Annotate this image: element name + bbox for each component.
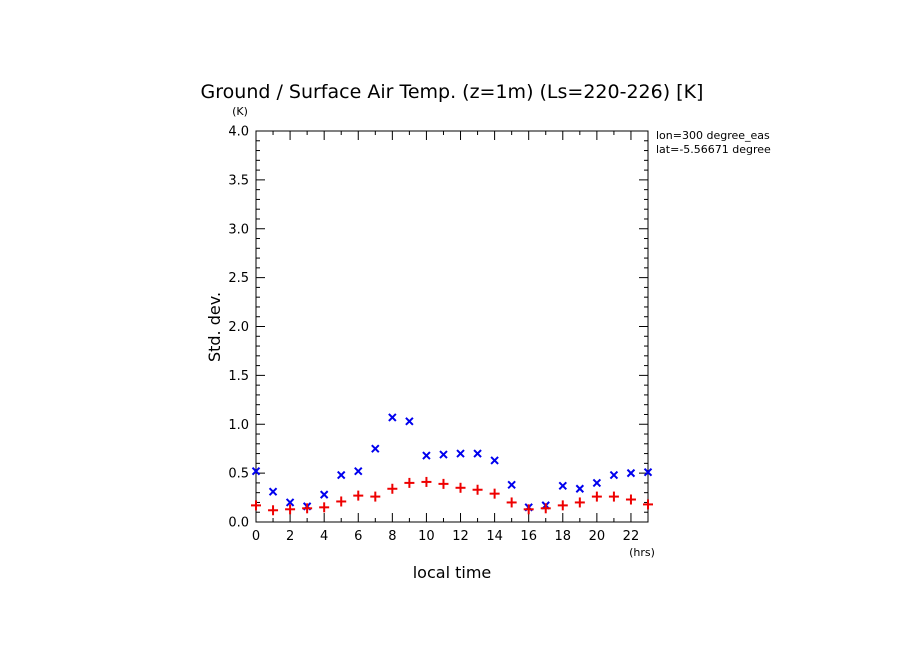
y-tick-label: 2.0 [228,320,249,335]
x-tick-label: 20 [589,529,606,544]
data-point-series-0 [439,450,448,459]
x-tick-label: 6 [354,529,362,544]
data-point-series-1 [302,503,313,514]
data-point-series-1 [404,477,415,488]
data-point-series-1 [251,500,261,511]
data-point-series-0 [337,470,346,480]
data-point-series-1 [387,483,398,494]
data-point-series-1 [421,476,432,487]
data-point-series-0 [405,417,414,426]
data-point-series-1 [455,482,466,493]
data-point-series-0 [592,478,602,488]
y-tick-label: 0.0 [228,516,249,531]
data-point-series-1 [438,478,449,489]
data-point-series-1 [336,496,347,507]
data-point-series-0 [507,480,516,490]
y-tick-label: 4.0 [228,125,249,140]
data-point-series-1 [523,504,534,515]
x-tick-label: 12 [452,529,469,544]
y-unit-label: (K) [232,105,248,118]
data-point-series-0 [558,481,567,491]
x-tick-label: 14 [486,529,503,544]
data-point-series-1 [591,491,602,502]
y-axis-label: Std. dev. [205,292,224,362]
x-unit-label: (hrs) [629,546,655,559]
data-point-series-0 [251,466,261,476]
x-tick-label: 16 [520,529,537,544]
y-tick-label: 2.5 [228,271,249,286]
data-point-series-1 [472,484,483,495]
data-point-series-0 [575,484,585,493]
x-tick-label: 8 [388,529,396,544]
annotation-lon: lon=300 degree_eas [656,129,770,142]
data-point-series-0 [268,487,278,496]
data-point-series-1 [319,502,330,513]
data-point-series-0 [388,413,397,422]
y-tick-label: 3.5 [228,173,249,188]
data-point-series-0 [371,444,380,453]
data-point-series-0 [456,449,465,458]
y-axis: 0.0 0.5 1.0 1.5 2.0 2.5 3.0 3.5 4.0 [228,125,648,531]
x-tick-label: 2 [286,529,294,544]
data-point-series-1 [489,488,500,499]
data-point-series-1 [608,491,619,502]
data-point-series-0 [609,470,619,480]
x-tick-label: 0 [252,529,260,544]
data-point-series-1 [625,494,636,505]
x-tick-label: 10 [418,529,435,544]
data-point-series-1 [557,500,568,511]
data-point-series-0 [285,498,295,507]
annotation-lat: lat=-5.56671 degree [656,143,771,156]
x-axis: 0 2 4 6 8 10 12 14 16 18 20 22 [252,131,649,544]
data-point-series-1 [370,491,381,502]
x-axis-label: local time [413,563,492,582]
data-point-series-0 [422,451,431,460]
y-tick-label: 1.0 [228,418,249,433]
data-point-series-1 [285,504,296,515]
data-points [251,413,653,516]
chart-title: Ground / Surface Air Temp. (z=1m) (Ls=22… [201,81,704,103]
data-point-series-1 [353,490,364,501]
x-tick-label: 22 [623,529,640,544]
data-point-series-0 [319,490,329,499]
data-point-series-1 [643,499,653,510]
data-point-series-1 [540,503,551,514]
data-point-series-1 [574,497,585,508]
data-point-series-1 [506,497,517,508]
data-point-series-0 [490,456,499,465]
data-point-series-0 [473,449,482,458]
data-point-series-1 [268,505,279,516]
y-tick-label: 3.0 [228,222,249,237]
y-tick-label: 1.5 [228,369,249,384]
x-tick-label: 18 [555,529,572,544]
plot-frame [255,130,649,523]
x-tick-label: 4 [320,529,328,544]
data-point-series-0 [626,468,636,478]
y-tick-label: 0.5 [228,467,249,482]
data-point-series-0 [354,466,363,476]
data-point-series-0 [643,467,653,477]
